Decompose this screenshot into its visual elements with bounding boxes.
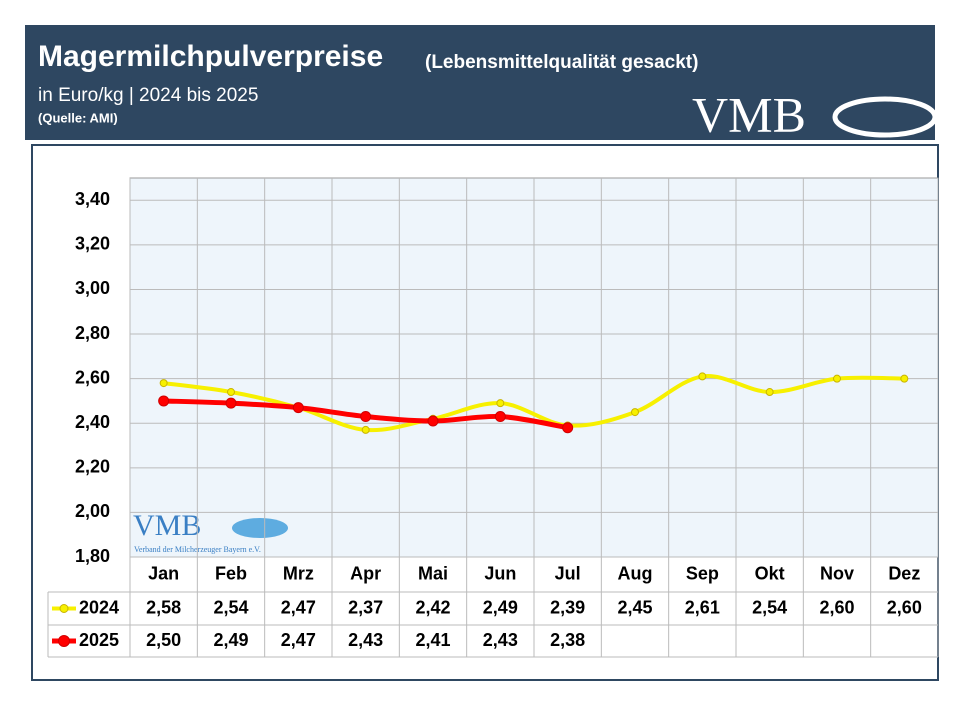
point-marker	[292, 402, 304, 414]
logo-shape	[832, 96, 938, 138]
watermark-logo: VMB	[133, 509, 201, 542]
legend-label: 2025	[79, 630, 119, 650]
value-label: 2,49	[483, 597, 518, 617]
point-marker	[900, 374, 909, 383]
point-marker	[427, 415, 439, 427]
subtitle: in Euro/kg | 2024 bis 2025	[38, 85, 258, 106]
value-label: 2,43	[483, 630, 518, 650]
x-tick-label: Jan	[148, 563, 179, 583]
header-band	[25, 25, 935, 140]
point-marker	[360, 411, 372, 423]
watermark-shape	[232, 518, 288, 538]
title-note: (Lebensmittelqualität gesackt)	[425, 52, 698, 73]
value-label: 2,47	[281, 630, 316, 650]
x-tick-label: Sep	[686, 563, 719, 583]
point-marker	[494, 411, 506, 423]
value-label: 2,41	[415, 630, 450, 650]
legend-marker	[58, 635, 70, 647]
point-marker	[225, 397, 237, 409]
point-marker	[227, 388, 235, 397]
point-marker	[562, 422, 574, 434]
point-marker	[496, 399, 505, 408]
y-tick-label: 2,60	[75, 367, 110, 387]
point-marker	[158, 395, 170, 407]
y-tick-label: 3,00	[75, 278, 110, 298]
x-tick-label: Okt	[755, 563, 785, 583]
value-label: 2,37	[348, 597, 383, 617]
x-tick-label: Apr	[350, 563, 381, 583]
value-label: 2,58	[146, 597, 181, 617]
value-label: 2,38	[550, 630, 585, 650]
x-tick-label: Mrz	[283, 563, 314, 583]
header-logo: VMB	[692, 86, 806, 142]
x-tick-label: Nov	[820, 563, 854, 583]
chart-title: Magermilchpulverpreise	[38, 40, 383, 73]
point-marker	[833, 374, 841, 383]
value-label: 2,43	[348, 630, 383, 650]
x-tick-label: Feb	[215, 563, 247, 583]
point-marker	[698, 372, 707, 381]
value-label: 2,42	[415, 597, 450, 617]
x-tick-label: Aug	[618, 563, 653, 583]
value-label: 2,47	[281, 597, 316, 617]
value-label: 2,61	[685, 597, 720, 617]
value-label: 2,45	[617, 597, 652, 617]
y-tick-label: 2,40	[75, 412, 110, 432]
y-tick-label: 3,40	[75, 189, 110, 209]
source: (Quelle: AMI)	[38, 110, 118, 125]
point-marker	[361, 425, 370, 434]
value-label: 2,60	[887, 597, 922, 617]
value-label: 2,39	[550, 597, 585, 617]
value-label: 2,54	[213, 597, 248, 617]
value-label: 2,60	[819, 597, 854, 617]
value-label: 2,50	[146, 630, 181, 650]
point-marker	[631, 408, 639, 417]
y-tick-label: 2,80	[75, 323, 110, 343]
x-tick-label: Jun	[484, 563, 516, 583]
point-marker	[159, 379, 168, 388]
value-label: 2,54	[752, 597, 787, 617]
legend-label: 2024	[79, 597, 119, 617]
y-tick-label: 2,00	[75, 501, 110, 521]
x-tick-label: Jul	[555, 563, 581, 583]
x-tick-label: Mai	[418, 563, 448, 583]
value-label: 2,49	[213, 630, 248, 650]
point-marker	[765, 388, 774, 397]
y-tick-label: 1,80	[75, 546, 110, 566]
x-tick-label: Dez	[888, 563, 920, 583]
y-tick-label: 3,20	[75, 234, 110, 254]
y-tick-label: 2,20	[75, 457, 110, 477]
legend-marker	[59, 604, 69, 613]
